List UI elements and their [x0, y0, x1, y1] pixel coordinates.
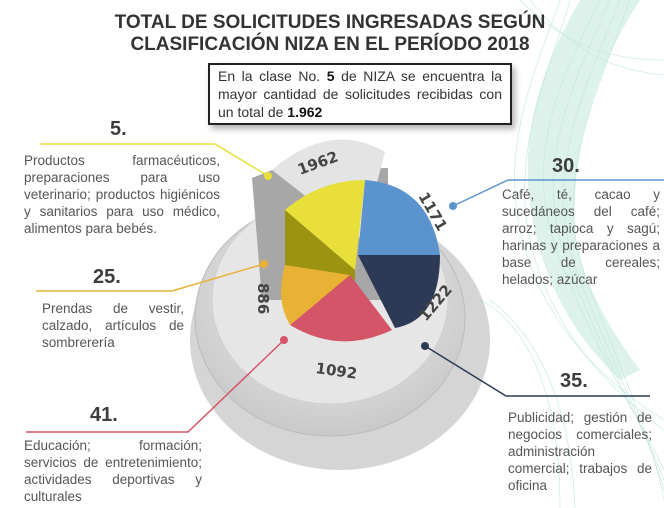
marker-class-5 [264, 172, 272, 180]
highlight-callout-box: En la clase No. 5 de NIZA se encuentra l… [208, 63, 512, 125]
connector-class-41 [26, 339, 285, 433]
marker-class-25 [260, 260, 268, 268]
slice-class-25 [281, 265, 350, 325]
marker-class-41 [280, 336, 288, 344]
slice-class-30 [358, 180, 440, 255]
chart-title: TOTAL DE SOLICITUDES INGRESADAS SEGÚN CL… [100, 12, 560, 56]
slice-class-41 [290, 275, 392, 342]
connector-class-30 [452, 179, 664, 207]
class-number-30: 30. [552, 155, 580, 177]
class-number-41: 41. [90, 404, 118, 426]
slice-class-5 [285, 180, 365, 270]
class-description-25: Prendas de vestir, calzado, artículos de… [42, 301, 184, 350]
class-number-25: 25. [93, 266, 121, 288]
connector-class-5 [40, 143, 269, 177]
class-number-35: 35. [560, 370, 588, 392]
slice-class-35 [358, 255, 440, 328]
callout-text: En la clase No. [218, 68, 327, 84]
callout-total: 1.962 [287, 104, 323, 120]
class-description-41: Educación; formación; servicios de entre… [24, 438, 202, 504]
class-description-35: Publicidad; gestión de negocios comercia… [508, 410, 652, 493]
callout-class-number: 5 [326, 68, 335, 84]
class-description-5: Productos farmacéuticos, preparaciones p… [24, 153, 220, 236]
connector-class-25 [36, 263, 265, 292]
callout-text: de NIZA se encuentra la mayor cantidad d… [218, 68, 502, 120]
chart-title-line2: CLASIFICACIÓN NIZA EN EL PERÍODO 2018 [130, 34, 530, 55]
value-label-class-25: 886 [254, 283, 272, 314]
class-number-5: 5. [110, 118, 127, 140]
value-label-class-41: 1092 [314, 359, 358, 383]
chart-title-line1: TOTAL DE SOLICITUDES INGRESADAS SEGÚN [114, 12, 546, 33]
class-description-30: Café, té, cacao y sucedáneos del café; a… [502, 187, 660, 287]
marker-class-35 [421, 342, 429, 350]
marker-class-30 [449, 202, 457, 210]
connector-class-35 [424, 345, 650, 397]
